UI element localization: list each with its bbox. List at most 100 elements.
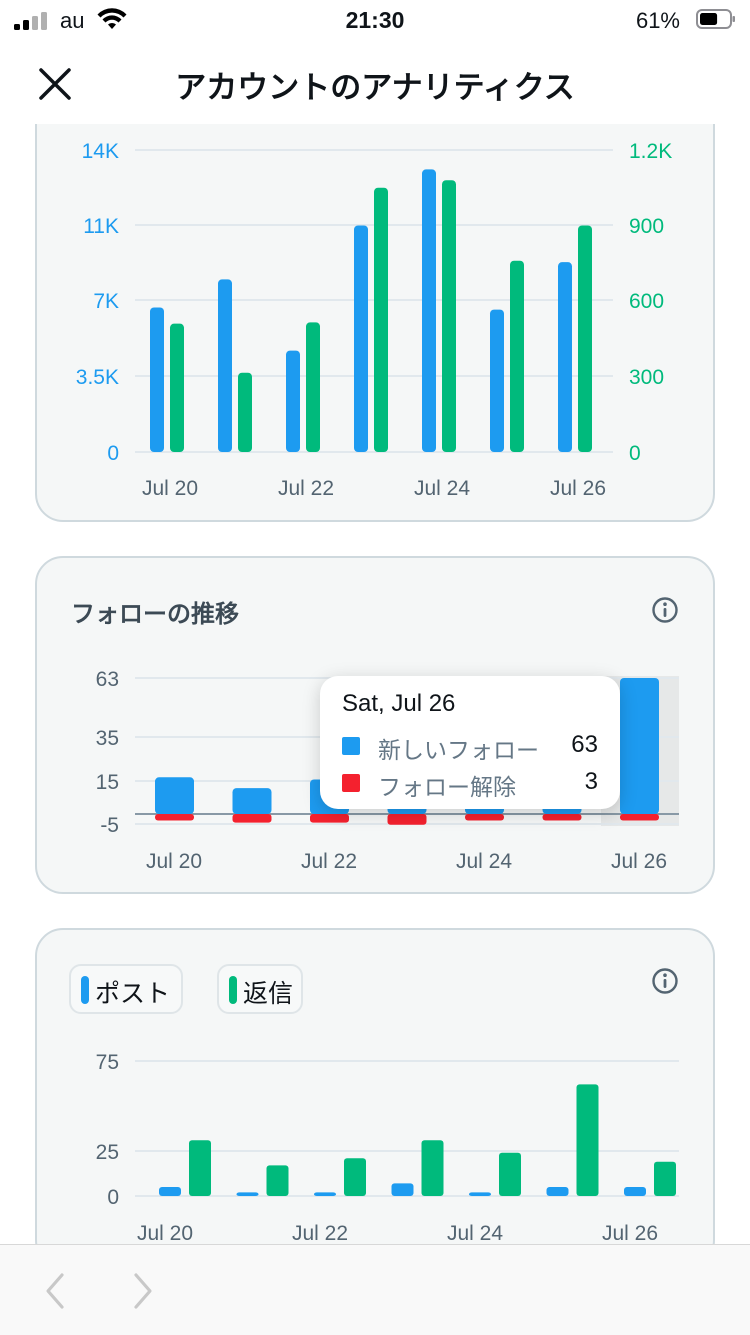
blue-swatch — [342, 737, 360, 755]
tooltip-row-new-follows: 新しいフォロー 63 — [342, 731, 598, 764]
y-tick-label: 25 — [96, 1141, 119, 1164]
posts-card: ポスト 返信 75 25 0 Jul 20 Jul 22 Jul 24 Jul 26 — [35, 928, 715, 1268]
y-tick-label: 63 — [96, 668, 119, 691]
bar-new-follows — [155, 777, 194, 814]
tooltip-label: フォロー解除 — [378, 775, 516, 801]
impressions-chart-card: 14K 11K 7K 3.5K 0 1.2K 900 600 300 0 Jul 20 Jul 22 J… — [35, 90, 715, 522]
bar-green — [510, 260, 524, 452]
x-tick-label: Jul 20 — [146, 850, 202, 873]
y-tick-label: 0 — [107, 1186, 119, 1209]
bar-blue — [218, 279, 232, 452]
clock: 21:30 — [345, 7, 405, 33]
tooltip-value: 63 — [571, 731, 598, 758]
bar-blue — [286, 350, 300, 452]
y-tick-label: 75 — [96, 1051, 119, 1074]
info-icon[interactable] — [651, 596, 679, 624]
bar-blue — [354, 225, 368, 452]
y-tick-label: 15 — [96, 771, 119, 794]
bar-new-follows — [232, 788, 272, 814]
bar-green — [170, 323, 184, 452]
y-tick-label-left: 3.5K — [76, 366, 119, 389]
bar-posts — [159, 1187, 181, 1196]
y-tick-label-right: 600 — [629, 290, 664, 313]
bar-replies — [654, 1161, 676, 1196]
x-tick-label: Jul 26 — [611, 850, 667, 873]
bar-posts — [236, 1192, 259, 1196]
legend-label: 返信 — [243, 979, 294, 1008]
legend-swatch — [229, 976, 237, 1004]
bar-replies — [421, 1140, 444, 1196]
bar-green — [578, 225, 592, 452]
page-title: アカウントのアナリティクス — [175, 70, 575, 106]
tooltip-value: 3 — [584, 768, 598, 795]
bar-unfollows — [387, 814, 427, 825]
y-tick-label-left: 7K — [93, 290, 119, 313]
bar-posts — [624, 1187, 646, 1196]
follows-title: フォローの推移 — [71, 600, 239, 628]
bar-unfollows — [542, 814, 582, 821]
back-arrow-icon[interactable] — [34, 1267, 78, 1315]
y-tick-label: -5 — [100, 814, 119, 837]
close-button[interactable] — [30, 60, 82, 110]
bar-blue — [150, 307, 164, 452]
bar-posts — [314, 1192, 336, 1196]
legend-posts-button[interactable]: ポスト — [69, 964, 183, 1014]
cellular-signal-icon — [14, 12, 48, 30]
bar-posts — [469, 1192, 491, 1196]
x-tick-label: Jul 26 — [550, 477, 606, 500]
status-bar: au 21:30 61% — [0, 0, 750, 44]
y-tick-label-left: 14K — [82, 140, 119, 163]
battery-percent: 61% — [635, 8, 680, 33]
tooltip-label: 新しいフォロー — [378, 738, 539, 764]
bar-unfollows — [155, 814, 194, 821]
battery-icon — [696, 9, 735, 29]
tooltip-row-unfollows: フォロー解除 3 — [342, 768, 598, 801]
bar-green — [374, 187, 388, 452]
x-tick-label: Jul 26 — [602, 1222, 658, 1245]
x-tick-label: Jul 22 — [301, 850, 357, 873]
bar-blue — [422, 169, 436, 452]
x-tick-label: Jul 22 — [292, 1222, 348, 1245]
chart-tooltip: Sat, Jul 26 新しいフォロー 63 フォロー解除 3 — [320, 676, 620, 809]
bar-posts — [546, 1187, 569, 1196]
bar-unfollows — [620, 814, 659, 821]
legend-label: ポスト — [95, 979, 171, 1008]
y-tick-label-right: 1.2K — [629, 140, 672, 163]
tooltip-date: Sat, Jul 26 — [342, 690, 456, 717]
legend-swatch — [81, 976, 89, 1004]
y-tick-label-right: 0 — [629, 442, 641, 465]
y-tick-label: 35 — [96, 727, 119, 750]
wifi-icon — [97, 8, 127, 29]
bar-green — [238, 372, 252, 452]
legend-replies-button[interactable]: 返信 — [217, 964, 303, 1014]
y-tick-label-left: 11K — [83, 215, 119, 238]
top-navigation-bar: アカウントのアナリティクス — [0, 44, 750, 124]
bar-replies — [189, 1140, 211, 1196]
x-tick-label: Jul 24 — [447, 1222, 503, 1245]
bar-replies — [499, 1152, 521, 1196]
x-tick-label: Jul 24 — [414, 477, 470, 500]
bar-green — [442, 180, 456, 452]
y-tick-label-left: 0 — [107, 442, 119, 465]
bar-green — [306, 322, 320, 452]
bar-replies — [576, 1084, 599, 1196]
forward-arrow-icon[interactable] — [120, 1267, 164, 1315]
x-tick-label: Jul 24 — [456, 850, 512, 873]
impressions-chart: 14K 11K 7K 3.5K 0 1.2K 900 600 300 0 Jul 20 Jul 22 J… — [76, 140, 672, 500]
posts-chart: 75 25 0 Jul 20 Jul 22 Jul 24 Jul 26 — [96, 1051, 679, 1245]
x-tick-label: Jul 20 — [142, 477, 198, 500]
bar-unfollows — [232, 814, 272, 823]
x-tick-label: Jul 22 — [278, 477, 334, 500]
bar-new-follows — [620, 678, 659, 814]
bar-replies — [344, 1158, 366, 1196]
close-icon — [39, 68, 71, 100]
info-icon[interactable] — [651, 967, 679, 995]
browser-toolbar — [0, 1244, 750, 1335]
bar-unfollows — [465, 814, 504, 821]
carrier-label: au — [60, 8, 85, 33]
bar-posts — [391, 1183, 414, 1196]
y-tick-label-right: 300 — [629, 366, 664, 389]
bar-blue — [490, 309, 504, 452]
red-swatch — [342, 774, 360, 792]
bar-blue — [558, 262, 572, 452]
